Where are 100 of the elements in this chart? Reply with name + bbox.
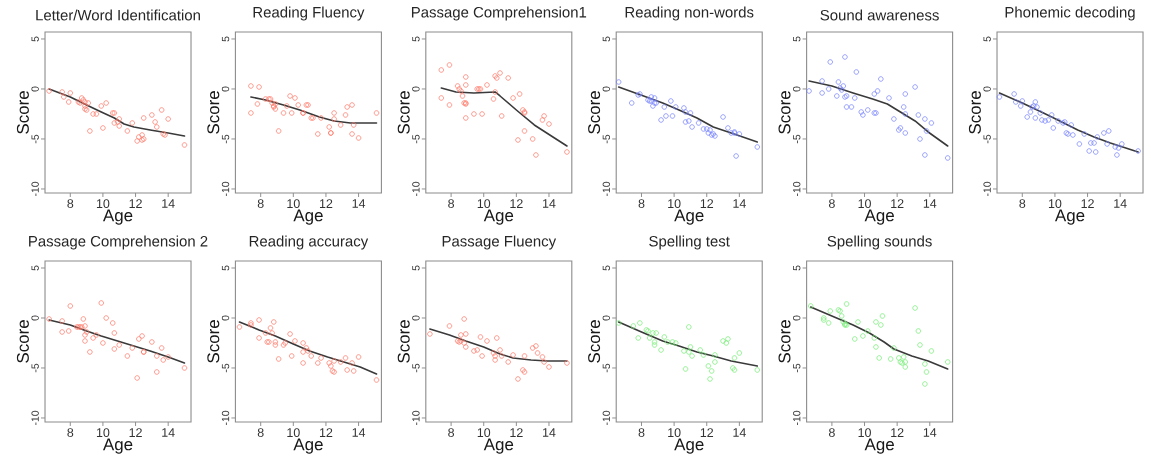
point [303, 345, 310, 351]
x-axis-title: Age [864, 438, 894, 454]
point [82, 338, 88, 344]
x-tick-label: 10 [668, 428, 681, 437]
point [349, 102, 355, 108]
point [668, 98, 674, 104]
point [1019, 98, 1025, 104]
y-tick-label: -5 [602, 363, 611, 373]
point [103, 100, 109, 106]
point [1050, 125, 1056, 131]
point [996, 94, 1003, 100]
point [825, 320, 832, 326]
point [876, 355, 882, 361]
y-tick-label: 0 [602, 315, 611, 321]
point [116, 123, 122, 129]
point [629, 100, 635, 106]
point [344, 104, 350, 110]
point [1039, 117, 1045, 123]
chart-title: Spelling sounds [827, 235, 932, 250]
point [87, 349, 93, 355]
point [46, 88, 52, 94]
x-tick-label: 14 [733, 199, 746, 208]
y-axis-title: Score [16, 320, 29, 363]
point [275, 356, 282, 362]
point [902, 91, 908, 97]
x-tick-label: 14 [733, 428, 746, 437]
x-tick-label: 12 [510, 428, 523, 437]
point [695, 120, 702, 126]
x-tick-label: 10 [96, 199, 110, 208]
point [111, 330, 118, 336]
line-series [998, 92, 1139, 153]
point [1093, 149, 1099, 155]
point [438, 67, 444, 73]
y-tick-label: 5 [31, 36, 39, 42]
point [855, 319, 861, 325]
point [342, 355, 349, 361]
point [438, 95, 444, 101]
line-series [808, 80, 949, 147]
chart-title: Passage Fluency [442, 235, 557, 250]
point [806, 88, 812, 94]
point [463, 344, 469, 350]
point [100, 125, 106, 131]
point [873, 344, 879, 350]
point [59, 318, 65, 324]
point [865, 328, 871, 334]
point [337, 359, 344, 365]
point [1115, 145, 1122, 151]
point [477, 334, 484, 340]
point [928, 348, 935, 354]
y-tick-label: 0 [221, 86, 230, 92]
point [93, 111, 100, 117]
point [494, 335, 500, 341]
point [915, 112, 922, 118]
point [891, 116, 897, 122]
point [1027, 109, 1034, 115]
point [661, 104, 668, 110]
point [331, 358, 337, 364]
point [704, 126, 710, 132]
x-tick-label: 12 [891, 199, 904, 208]
point [326, 360, 332, 366]
point [1119, 141, 1125, 147]
point [82, 332, 88, 338]
point [90, 111, 96, 117]
point [269, 330, 275, 336]
point [827, 59, 833, 65]
x-axis-title: Age [102, 438, 133, 454]
point [490, 350, 497, 356]
point [181, 142, 188, 148]
point [1048, 112, 1055, 118]
point [912, 305, 918, 311]
y-tick-label: 5 [793, 265, 801, 271]
point [59, 89, 65, 95]
y-tick-label: 5 [221, 265, 230, 271]
point [873, 319, 879, 325]
point [707, 376, 713, 382]
chart-title: Reading non-words [625, 6, 754, 21]
point [98, 300, 104, 306]
point [351, 368, 357, 374]
point [331, 110, 337, 116]
point [287, 93, 293, 99]
point [853, 69, 860, 75]
point [615, 79, 622, 85]
point [728, 130, 734, 136]
point [725, 125, 731, 131]
x-tick-label: 14 [543, 428, 556, 437]
point [272, 339, 279, 345]
point [529, 345, 536, 351]
point [725, 336, 731, 342]
point [98, 103, 104, 109]
point [154, 124, 160, 130]
point [284, 103, 290, 109]
point [103, 315, 109, 321]
chart-title: Spelling test [649, 235, 730, 250]
y-axis-title: Score [16, 91, 29, 134]
point [689, 353, 695, 359]
point [355, 354, 362, 360]
point [114, 119, 121, 125]
x-tick-label: 8 [828, 428, 835, 437]
point [373, 377, 380, 383]
point [539, 117, 546, 123]
